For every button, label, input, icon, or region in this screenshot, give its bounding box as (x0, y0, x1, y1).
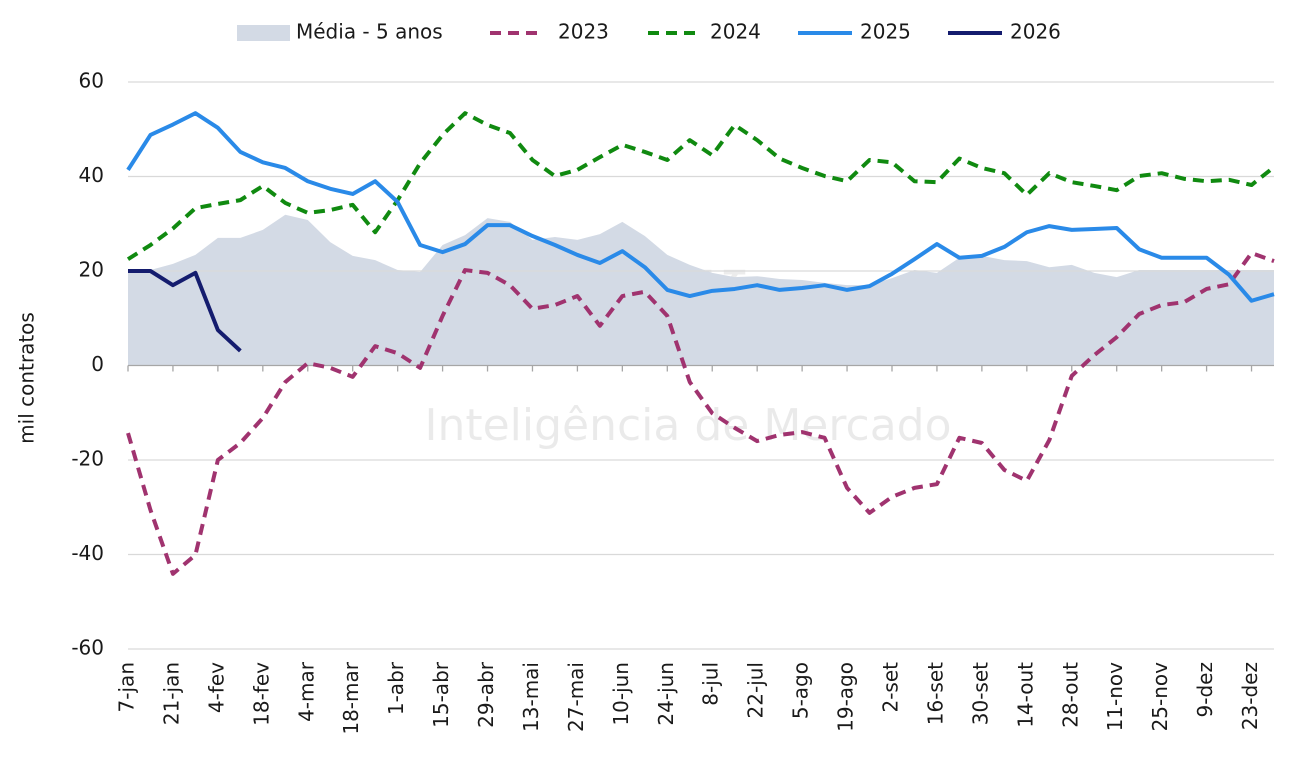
line (126, 111, 1275, 303)
area (128, 214, 1274, 366)
x-tick-label: 13-mai (519, 662, 543, 732)
watermark: Inteligência de Mercado (424, 400, 951, 451)
x-tick-label: 28-out (1058, 662, 1082, 728)
legend-label: Média - 5 anos (296, 20, 443, 44)
x-tick-label: 18-fev (249, 662, 273, 726)
x-tick-label: 21-jan (159, 662, 183, 725)
legend-label: 2024 (710, 20, 761, 44)
y-tick-label: 40 (79, 163, 104, 187)
y-tick-label: 0 (91, 352, 104, 376)
line (128, 269, 242, 353)
x-tick-label: 23-dez (1238, 662, 1262, 730)
x-tick-label: 4-mar (294, 661, 318, 722)
y-tick-label: -60 (71, 636, 104, 660)
x-tick-label: 7-jan (115, 662, 139, 712)
grid (127, 81, 1274, 650)
line (126, 111, 1276, 261)
x-tick-label: 4-fev (204, 662, 228, 713)
x-tick-label: 2-set (879, 662, 903, 713)
line (126, 251, 1275, 576)
x-tick-label: 5-ago (789, 662, 813, 719)
x-tick-label: 30-set (968, 662, 992, 725)
x-tick-label: 25-nov (1148, 662, 1172, 732)
x-tick-label: 24-jun (654, 662, 678, 726)
x-tick-label: 18-mar (339, 661, 363, 734)
x-tick-label: 29-abr (474, 661, 498, 728)
y-tick-label: 20 (79, 258, 104, 282)
x-tick-label: 19-ago (834, 662, 858, 732)
x-tick-label: 16-set (923, 662, 947, 725)
x-tick-label: 8-jul (699, 662, 723, 706)
x-tick-label: 14-out (1013, 662, 1037, 728)
legend-label: 2025 (860, 20, 911, 44)
x-tick-label: 9-dez (1193, 662, 1217, 717)
x-tick-label: 1-abr (384, 661, 408, 715)
x-tick-label: 11-nov (1103, 662, 1127, 732)
x-tick-label: 15-abr (429, 661, 453, 728)
legend-label: 2023 (558, 20, 609, 44)
y-tick-label: -40 (71, 541, 104, 565)
y-tick-label: 60 (79, 69, 104, 93)
y-tick-label: -20 (71, 447, 104, 471)
legend-swatch (237, 25, 290, 41)
x-tick-label: 10-jun (609, 662, 633, 726)
marks (126, 111, 1276, 576)
x-tick-label: 22-jul (744, 662, 768, 718)
y-axis-label: mil contratos (15, 312, 39, 444)
legend-label: 2026 (1010, 20, 1061, 44)
x-tick-label: 27-mai (564, 662, 588, 732)
